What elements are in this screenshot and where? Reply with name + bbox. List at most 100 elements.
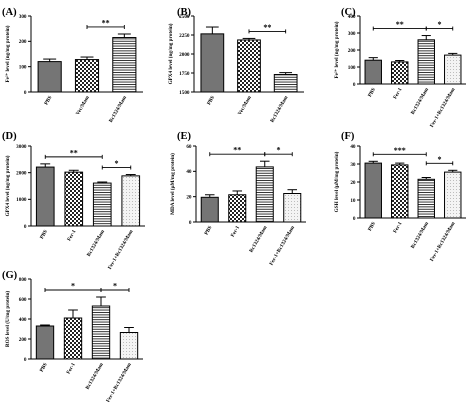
y-tick-label: 0	[24, 357, 27, 363]
bar	[64, 171, 84, 227]
y-tick-label: 0	[353, 82, 356, 88]
bar	[283, 193, 302, 223]
y-tick-label: 2250	[179, 33, 190, 39]
category-label: Fer-1	[66, 362, 77, 376]
bar	[417, 39, 435, 85]
bar	[255, 166, 274, 223]
y-axis-title: Fe²⁺ level (ng/mg protein)	[4, 25, 11, 82]
category-label: Fer-1+Rc1324/Mam	[105, 361, 133, 402]
significance-label: *	[115, 159, 119, 168]
y-tick-label: 2000	[179, 52, 190, 58]
bar	[35, 325, 55, 360]
significance-label: **	[396, 20, 404, 29]
bar	[63, 317, 83, 360]
bar	[444, 54, 462, 85]
category-label: Fer-1	[230, 225, 241, 239]
category-label: PBS	[367, 87, 377, 98]
y-tick-label: 300	[19, 14, 27, 20]
y-tick-label: 40	[350, 144, 356, 150]
category-label: Fer-1+Rc1324/Mam	[269, 224, 297, 266]
y-tick-label: 300	[348, 31, 356, 37]
y-tick-label: 0	[24, 90, 27, 96]
y-tick-label: 10	[350, 198, 356, 204]
category-label: PBS	[39, 362, 49, 373]
significance-label: *	[277, 146, 281, 155]
bar	[200, 196, 219, 223]
category-label: PBS	[43, 95, 53, 106]
y-axis-title: GPX4 level (ng/mg protein)	[167, 23, 174, 84]
category-label: Fer-1+Rc1324/Mam	[107, 228, 135, 270]
bar	[444, 171, 462, 219]
significance-label: **	[233, 146, 241, 155]
significance-label: ***	[394, 146, 406, 155]
significance-label: **	[70, 148, 78, 157]
y-tick-label: 60	[186, 144, 192, 150]
category-label: Rc1324/Mam	[410, 86, 430, 115]
y-tick-label: 1000	[16, 197, 27, 203]
bar	[200, 33, 225, 93]
category-label: Fer-1+Rc1324/Mam	[429, 86, 457, 128]
y-tick-label: 2000	[16, 170, 27, 176]
significance-label: **	[263, 23, 271, 32]
y-axis-title: Fe²⁺ level (ng/mg protein)	[333, 21, 340, 78]
category-label: PBS	[367, 221, 377, 232]
category-label: Rc1324/Mam	[269, 94, 289, 123]
panel-label: (A)	[2, 7, 17, 18]
category-label: Vec/Mam	[237, 94, 253, 116]
bar	[74, 59, 100, 93]
y-tick-label: 0	[353, 216, 356, 222]
category-label: PBS	[204, 225, 214, 236]
chart-panel: (A) Fe²⁺ level (ng/mg protein) 0 100 200 300 P…	[2, 7, 143, 124]
chart-panel: (D) GPX4 level (ng/mg protein) 0 1000 2000 30…	[2, 131, 145, 271]
category-label: Fer-1	[392, 221, 403, 235]
category-label: Rc1324/Mam	[410, 220, 430, 249]
chart-panel: (E) MDA level (μM/mg protein) 0 20 40 60 PBS Fe…	[169, 131, 306, 267]
y-tick-label: 40	[186, 169, 192, 175]
bar	[364, 162, 382, 219]
significance-label: **	[102, 18, 110, 27]
y-tick-label: 2500	[179, 14, 190, 20]
panel-label: (D)	[2, 131, 17, 142]
chart-panel: (F) GSH level (μM/mg protein) 0 10 20 30 40 PBS…	[333, 131, 466, 263]
bar	[35, 166, 55, 227]
significance-label: *	[113, 282, 117, 291]
panel-label: (E)	[177, 131, 192, 142]
y-tick-label: 1500	[179, 90, 190, 96]
bar	[391, 164, 409, 219]
y-tick-label: 100	[348, 65, 356, 71]
bar	[417, 178, 435, 219]
bar	[112, 37, 137, 93]
bar	[37, 61, 62, 93]
bar	[91, 305, 111, 360]
y-axis-title: MDA level (μM/mg protein)	[169, 153, 176, 215]
bar	[273, 74, 298, 93]
category-label: Fer-1+Rc1324/Mam	[429, 220, 457, 262]
chart-panel: (G) ROS level (U/mg protein) 0 200 400 600 800…	[2, 270, 143, 402]
bar	[119, 332, 139, 360]
y-tick-label: 30	[350, 162, 356, 168]
bar	[228, 194, 247, 223]
y-tick-label: 20	[186, 194, 192, 200]
y-axis-title: GSH level (μM/mg protein)	[333, 151, 340, 212]
y-tick-label: 800	[19, 277, 27, 283]
y-tick-label: 200	[19, 39, 27, 45]
bar	[391, 61, 409, 85]
chart-panel: (B)GPX4 level (ng/mg protein) 1500 1750 200…	[167, 7, 304, 124]
panel-label: (F)	[341, 131, 355, 142]
panel-label: (C)	[341, 7, 356, 18]
y-tick-label: 0	[24, 224, 27, 230]
category-label: Rc1324/Mam	[108, 94, 128, 123]
chart-panel: (C)Fe²⁺ level (ng/mg protein) 0 100 200 300 4…	[333, 7, 466, 129]
y-axis-title: ROS level (U/mg protein)	[4, 291, 11, 348]
bar	[237, 39, 261, 93]
y-tick-label: 0	[189, 220, 192, 226]
category-label: Vec/Mam	[75, 94, 91, 116]
y-tick-label: 200	[19, 337, 27, 343]
category-label: Rc1324/Mam	[86, 228, 106, 257]
category-label: Fer-1	[66, 229, 77, 243]
significance-label: *	[71, 282, 75, 291]
y-tick-label: 3000	[16, 144, 27, 150]
bar	[121, 175, 141, 227]
category-label: Rc1324/Mam	[248, 224, 268, 253]
